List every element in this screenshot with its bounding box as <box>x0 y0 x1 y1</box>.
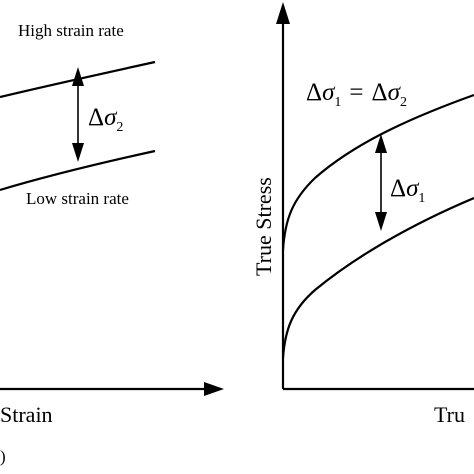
right-y-axis-arrowhead <box>276 2 290 24</box>
delta-sigma-2-arrowhead-top <box>72 67 84 86</box>
equation-sub-right: 2 <box>400 95 407 110</box>
delta-sigma-1-sigma: σ <box>406 175 420 202</box>
delta-sigma-1-delta: Δ <box>390 175 406 202</box>
delta-sigma-1-label: Δσ1 <box>390 175 425 206</box>
equation-delta-right: Δ <box>372 79 388 106</box>
right-y-axis-label: True Stress <box>251 177 276 276</box>
high-strain-rate-label: High strain rate <box>18 21 124 40</box>
delta-sigma-2-delta: Δ <box>88 104 104 131</box>
low-strain-rate-label: Low strain rate <box>26 189 129 208</box>
delta-sigma-1-subscript: 1 <box>418 191 425 206</box>
left-x-axis-arrowhead <box>204 382 224 396</box>
low-strain-rate-curve <box>0 149 156 192</box>
equation-sigma-left: σ <box>322 79 336 106</box>
delta-sigma-2-sigma: σ <box>104 104 118 131</box>
equation-label: Δσ1 = Δσ2 <box>306 79 407 110</box>
high-strain-rate-stress-curve <box>281 93 474 251</box>
delta-sigma-2-label: Δσ2 <box>88 104 123 135</box>
equation-sub-left: 1 <box>334 95 341 110</box>
delta-sigma-1-arrowhead-bottom <box>375 212 387 231</box>
equation-delta-left: Δ <box>306 79 322 106</box>
right-x-axis-label: Tru <box>434 402 465 427</box>
equation-sigma-right: σ <box>388 79 402 106</box>
delta-sigma-2-arrowhead-bottom <box>72 143 84 162</box>
left-panel-tag: ) <box>0 447 6 466</box>
delta-sigma-1-arrowhead-top <box>375 134 387 153</box>
equation-equals: = <box>349 79 363 106</box>
delta-sigma-2-subscript: 2 <box>116 120 123 135</box>
low-strain-rate-stress-curve <box>281 196 474 359</box>
left-x-axis-label: Strain <box>0 402 53 427</box>
